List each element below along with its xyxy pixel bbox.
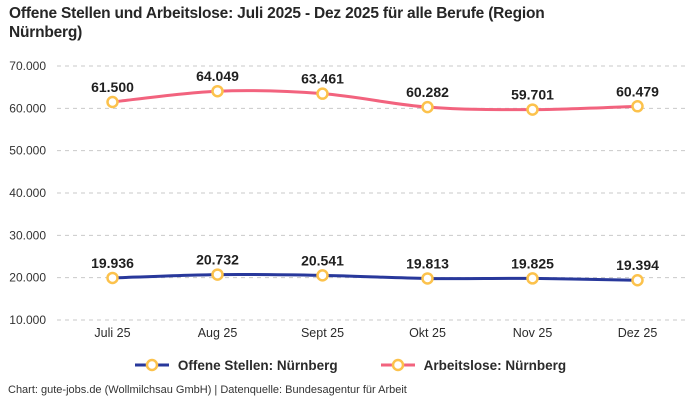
series-line [111, 272, 639, 282]
data-label: 19.936 [91, 255, 134, 271]
y-tick-label: 60.000 [9, 101, 46, 115]
data-point[interactable] [106, 271, 119, 285]
data-point[interactable] [526, 272, 539, 285]
y-tick-label: 70.000 [9, 59, 46, 73]
x-tick-label: Dez 25 [618, 326, 658, 340]
y-tick-label: 20.000 [9, 271, 46, 285]
data-point[interactable] [631, 273, 644, 287]
y-tick-label: 40.000 [9, 186, 46, 200]
data-point[interactable] [421, 272, 434, 285]
data-label: 59.701 [511, 87, 554, 103]
x-tick-label: Juli 25 [94, 326, 130, 340]
chart-title: Offene Stellen und Arbeitslose: Juli 202… [9, 5, 545, 41]
data-point[interactable] [106, 95, 119, 109]
data-point[interactable] [421, 100, 434, 114]
data-point[interactable] [316, 87, 329, 100]
series-line [111, 89, 639, 112]
data-point[interactable] [316, 269, 329, 282]
data-label: 19.825 [511, 255, 554, 271]
data-label: 60.479 [616, 83, 659, 99]
y-tick-label: 30.000 [9, 228, 46, 242]
data-label: 20.541 [301, 252, 344, 268]
legend-swatch-line-icon [380, 358, 415, 372]
legend-swatch-line-icon [134, 358, 169, 372]
x-tick-label: Okt 25 [409, 326, 446, 340]
data-label: 19.813 [406, 255, 449, 271]
legend-item-arbeitslose[interactable]: Arbeitslose: Nürnberg [380, 357, 567, 373]
data-point[interactable] [631, 100, 644, 113]
data-label: 20.732 [196, 252, 239, 268]
data-point[interactable] [526, 103, 539, 116]
data-point[interactable] [211, 84, 224, 98]
y-tick-label: 10.000 [9, 313, 46, 327]
legend-item-offene-stellen[interactable]: Offene Stellen: Nürnberg [134, 358, 338, 373]
y-tick-label: 50.000 [9, 144, 46, 158]
data-label: 19.394 [616, 257, 659, 273]
chart-source-attribution: Chart: gute-jobs.de (Wollmilchsau GmbH) … [8, 384, 407, 396]
x-tick-label: Nov 25 [513, 326, 553, 340]
data-label: 60.282 [406, 84, 449, 100]
data-label: 64.049 [196, 68, 239, 84]
data-point[interactable] [211, 268, 224, 281]
data-label: 61.500 [91, 79, 134, 95]
x-tick-label: Sept 25 [301, 326, 344, 340]
data-label: 63.461 [301, 71, 344, 87]
legend-label: Arbeitslose: Nürnberg [423, 357, 567, 373]
legend-label: Offene Stellen: Nürnberg [177, 357, 338, 373]
chart-legend: Offene Stellen: Nürnberg Arbeitslose: Nü… [0, 355, 700, 375]
x-tick-label: Aug 25 [198, 326, 238, 340]
